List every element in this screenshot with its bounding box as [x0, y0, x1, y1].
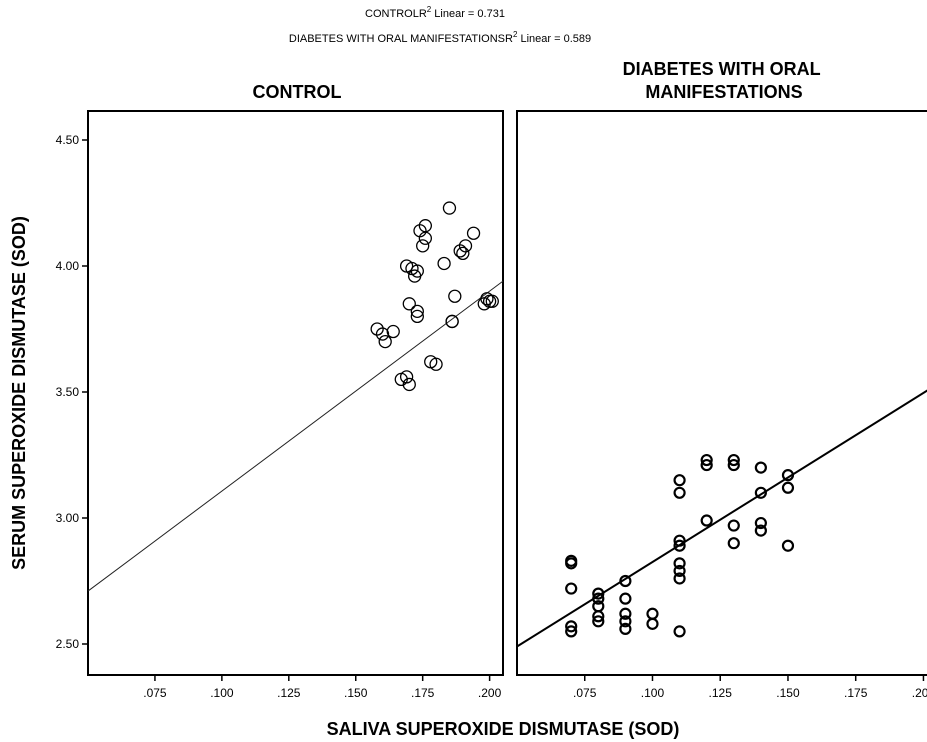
- data-point: [727, 537, 740, 550]
- data-point: [727, 519, 740, 532]
- data-point: [673, 486, 686, 499]
- data-point: [375, 327, 390, 341]
- data-point: [386, 324, 400, 339]
- data-point: [781, 469, 795, 482]
- y-tick-label: 4.00: [56, 259, 80, 273]
- data-point: [485, 294, 499, 308]
- y-axis-title: SERUM SUPEROXIDE DISMUTASE (SOD): [9, 216, 29, 570]
- data-point: [700, 514, 713, 527]
- data-point: [429, 357, 443, 371]
- panel-title-control: CONTROL: [253, 82, 342, 102]
- data-point: [781, 539, 795, 552]
- data-point: [673, 564, 686, 578]
- data-point: [592, 615, 605, 628]
- data-point: [418, 231, 433, 245]
- x-tick-label: .150: [776, 686, 800, 700]
- fit-line: [516, 389, 927, 648]
- data-point: [410, 309, 424, 324]
- data-point: [646, 617, 659, 630]
- x-axis-title: SALIVA SUPEROXIDE DISMUTASE (SOD): [327, 719, 680, 739]
- data-point: [781, 481, 795, 494]
- y-tick-label: 2.50: [56, 637, 80, 651]
- y-axis: 2.50 3.00 3.50 4.00 4.50: [56, 133, 88, 651]
- data-point: [402, 297, 416, 311]
- panel-diabetes: [516, 110, 927, 676]
- x-tick-label: .075: [573, 686, 597, 700]
- data-point: [416, 239, 430, 253]
- data-point: [378, 334, 392, 349]
- x-tick-label: .100: [641, 686, 665, 700]
- data-point: [646, 607, 659, 620]
- header-line-control-prefix: CONTROLR: [365, 8, 427, 20]
- data-point: [727, 458, 740, 472]
- data-point: [410, 304, 424, 319]
- panel-title-diabetes-line-2: MANIFESTATIONS: [645, 82, 802, 102]
- data-point: [727, 453, 740, 467]
- data-point: [754, 486, 767, 499]
- x-tick-label: .200: [478, 686, 502, 700]
- x-axis: .075 .100 .125 .150 .175 .200 .075 .100 .125 .150…: [143, 675, 927, 700]
- data-point: [565, 557, 578, 570]
- panel-control: [87, 110, 504, 676]
- panel-diabetes-frame: [516, 110, 927, 676]
- header-line-control-suffix: Linear = 0.731: [431, 8, 505, 20]
- data-point: [619, 615, 632, 628]
- data-point: [445, 314, 459, 329]
- data-point: [754, 516, 767, 530]
- data-point: [437, 256, 451, 271]
- data-point: [754, 524, 767, 537]
- data-point: [673, 625, 686, 638]
- x-tick-label: .100: [210, 686, 234, 700]
- data-point: [592, 592, 605, 605]
- data-point: [754, 461, 767, 474]
- data-point: [565, 625, 578, 638]
- data-point: [565, 620, 578, 633]
- data-point: [442, 201, 457, 215]
- data-point: [592, 610, 605, 623]
- data-point: [673, 534, 686, 547]
- data-point: [448, 289, 462, 303]
- panel-title-diabetes: DIABETES WITH ORAL MANIFESTATIONS: [623, 59, 826, 102]
- data-point: [565, 582, 578, 595]
- fit-line: [87, 280, 504, 592]
- x-tick-label: .075: [143, 686, 167, 700]
- x-tick-label: .125: [709, 686, 733, 700]
- data-point: [592, 587, 605, 600]
- data-point: [700, 458, 713, 472]
- x-tick-label: .125: [277, 686, 301, 700]
- data-point: [410, 264, 424, 278]
- data-point: [399, 370, 414, 384]
- data-point: [619, 592, 632, 605]
- panel-title-diabetes-line-1: DIABETES WITH ORAL: [623, 59, 821, 79]
- data-point: [402, 377, 416, 392]
- data-point: [673, 557, 686, 570]
- y-tick-label: 4.50: [56, 133, 80, 147]
- header-line-diabetes-prefix: DIABETES WITH ORAL MANIFESTATIONSR: [289, 33, 513, 45]
- data-point: [673, 572, 686, 585]
- y-tick-label: 3.00: [56, 511, 80, 525]
- x-tick-label: .200: [912, 686, 927, 700]
- header-line-diabetes: DIABETES WITH ORAL MANIFESTATIONSR2 Line…: [289, 30, 591, 45]
- data-point: [700, 453, 713, 467]
- x-tick-label: .175: [411, 686, 435, 700]
- data-point: [619, 574, 632, 588]
- panel-control-frame: [87, 110, 504, 676]
- data-point: [458, 239, 473, 253]
- header-line-control: CONTROLR2 Linear = 0.731: [365, 5, 505, 20]
- header-line-diabetes-sup: 2: [513, 30, 518, 39]
- data-point: [466, 226, 481, 240]
- data-point: [619, 622, 632, 635]
- header-line-control-sup: 2: [427, 5, 432, 14]
- data-point: [673, 474, 686, 487]
- x-tick-label: .150: [344, 686, 368, 700]
- header-line-diabetes-suffix: Linear = 0.589: [517, 33, 591, 45]
- data-point: [673, 539, 686, 552]
- data-point: [619, 607, 632, 620]
- x-tick-label: .175: [844, 686, 868, 700]
- y-tick-label: 3.50: [56, 385, 80, 399]
- data-point: [456, 246, 470, 261]
